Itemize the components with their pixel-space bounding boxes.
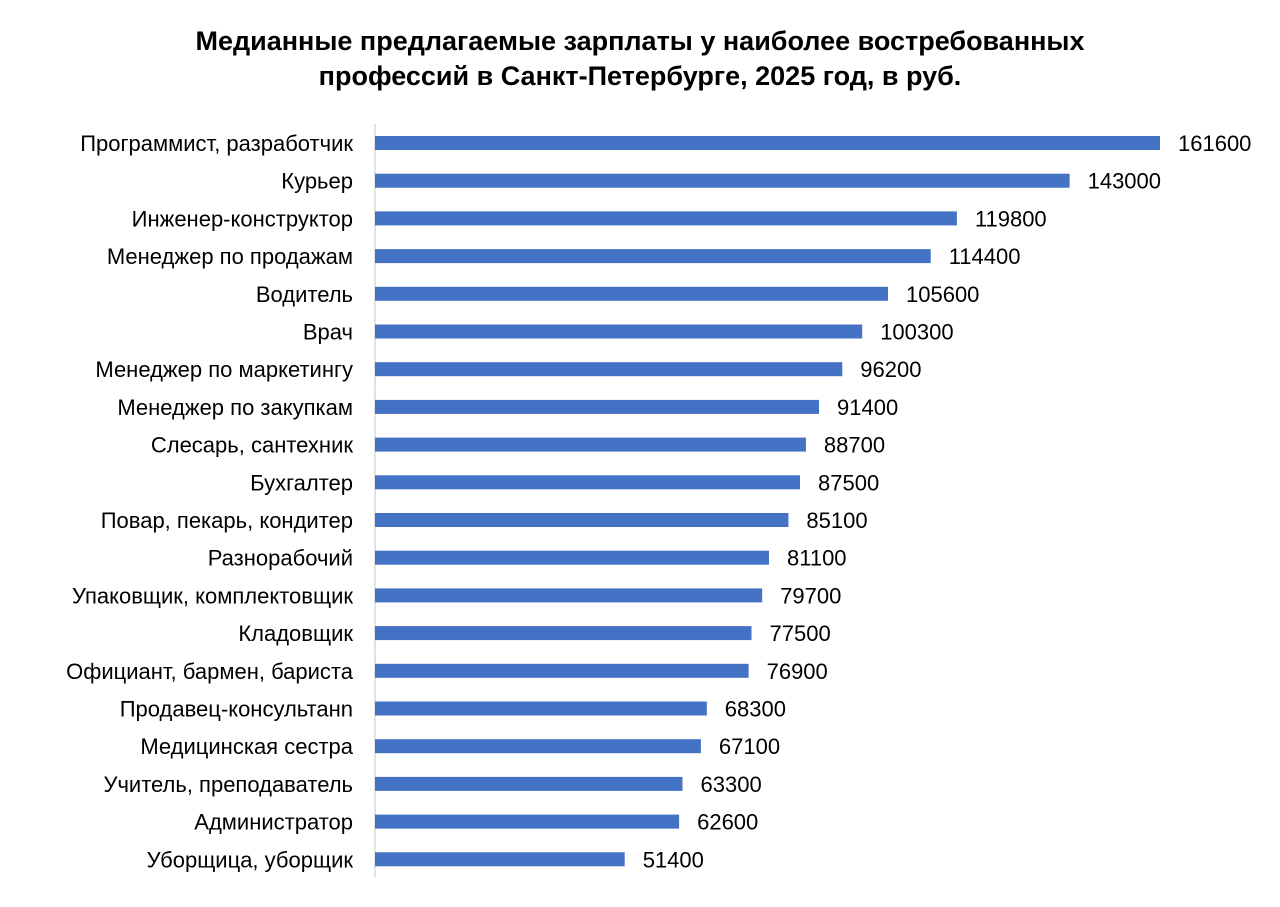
bar (375, 286, 888, 301)
data-label: 77500 (770, 621, 831, 646)
data-label: 62600 (697, 810, 758, 835)
category-label: Учитель, преподаватель (103, 772, 353, 797)
labels-layer: Программист, разработчик 161600 Курьер 1430… (66, 131, 1251, 872)
data-label: 63300 (701, 772, 762, 797)
category-label: Слесарь, сантехник (151, 433, 354, 458)
data-label: 161600 (1178, 131, 1251, 156)
bar (375, 701, 707, 716)
chart-title: Медианные предлагаемые зарплаты у наибол… (0, 24, 1280, 94)
bar (375, 588, 763, 603)
category-label: Повар, пекарь, кондитер (101, 508, 353, 533)
data-label: 76900 (767, 659, 828, 684)
category-label: Медицинская сестра (140, 734, 353, 759)
bar (375, 173, 1070, 188)
bar (375, 814, 680, 829)
category-label: Курьер (281, 169, 353, 194)
data-label: 81100 (787, 546, 847, 571)
data-label: 85100 (806, 508, 867, 533)
bar (375, 550, 769, 565)
category-label: Бухгалтер (250, 470, 353, 495)
category-label: Менеджер по продажам (107, 244, 353, 269)
bar (375, 211, 957, 226)
bar (375, 513, 789, 527)
data-label: 68300 (725, 697, 786, 722)
category-label: Продавец-консультанn (120, 697, 353, 722)
category-label: Официант, бармен, бариста (66, 659, 354, 684)
category-label: Программист, разработчик (80, 131, 353, 156)
data-label: 67100 (719, 734, 780, 759)
chart-title-line-1: Медианные предлагаемые зарплаты у наибол… (195, 26, 1085, 56)
category-label: Водитель (256, 282, 353, 307)
category-label: Уборщица, уборщик (147, 847, 354, 872)
data-label: 87500 (818, 470, 879, 495)
category-label: Менеджер по закупкам (117, 395, 353, 420)
bar (375, 475, 800, 490)
category-label: Упаковщик, комплектовщик (72, 583, 353, 608)
bar (375, 324, 863, 339)
bar (375, 739, 701, 754)
data-label: 119800 (975, 206, 1047, 231)
chart-title-line-2: профессий в Санкт-Петербурге, 2025 год, … (318, 61, 962, 91)
bar (375, 776, 683, 791)
bar (375, 626, 752, 641)
bar (375, 663, 749, 678)
category-label: Кладовщик (238, 621, 353, 646)
data-label: 143000 (1088, 169, 1161, 194)
data-label: 114400 (949, 244, 1021, 269)
bar (375, 399, 819, 414)
category-label: Разнорабочий (208, 546, 353, 571)
category-label: Администратор (194, 810, 353, 835)
data-label: 96200 (860, 357, 921, 382)
data-label: 88700 (824, 433, 885, 458)
category-label: Врач (303, 320, 353, 345)
category-label: Менеджер по маркетингу (95, 357, 353, 382)
data-label: 91400 (837, 395, 898, 420)
bar (375, 437, 806, 452)
data-label: 79700 (780, 583, 841, 608)
data-label: 100300 (880, 320, 953, 345)
bar (375, 362, 843, 377)
data-label: 105600 (906, 282, 979, 307)
bar (375, 852, 625, 867)
bars-layer (375, 136, 1160, 867)
bar (375, 249, 931, 264)
bar (375, 136, 1160, 150)
category-label: Инженер-конструктор (132, 206, 353, 231)
data-label: 51400 (643, 847, 704, 872)
